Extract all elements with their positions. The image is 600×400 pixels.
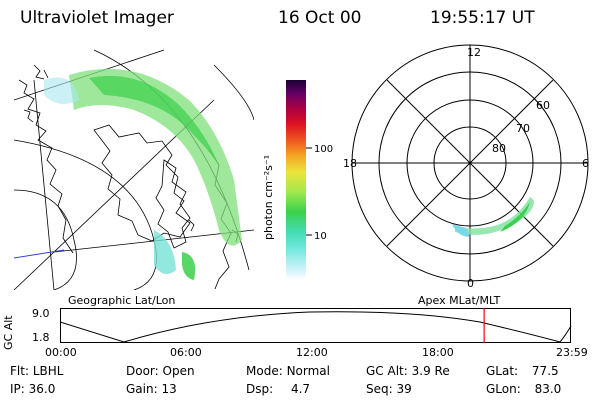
gc-alt-axis-title: GC Alt	[2, 315, 15, 350]
colorbar-tick: 10	[314, 231, 327, 242]
coastline	[93, 124, 191, 242]
mlt-label-0: 0	[467, 277, 474, 290]
x-tick: 12:00	[296, 346, 328, 359]
coastline	[155, 159, 191, 249]
map-grid-line	[14, 249, 65, 259]
mlt-label-12: 12	[467, 46, 481, 59]
info-gc-alt: GC Alt: 3.9 Re	[366, 364, 450, 378]
polar-plot: 12 18 6 0 60 70 80	[343, 44, 589, 290]
colorbar-tick: 100	[314, 144, 333, 155]
mlt-label-6: 6	[582, 157, 589, 170]
info-ip: IP: 36.0	[10, 382, 56, 396]
info-gain: Gain: 13	[126, 382, 177, 396]
x-tick: 00:00	[45, 346, 77, 359]
coastline	[23, 64, 239, 243]
colorbar	[286, 80, 306, 280]
map-lat-line	[14, 189, 77, 290]
mlat-label-70: 70	[516, 122, 530, 135]
polar-meridian	[386, 79, 554, 247]
aurora-emission	[44, 68, 242, 280]
colorbar-label: photon cm⁻²s⁻¹	[262, 154, 275, 240]
info-dsp: Dsp: 4.7	[246, 382, 311, 396]
info-seq: Seq: 39	[366, 382, 412, 396]
colorbar-axis: 100 10	[306, 144, 333, 242]
info-mode: Mode: Normal	[246, 364, 330, 378]
mlat-label-60: 60	[536, 99, 550, 112]
geographic-label: Geographic Lat/Lon	[68, 294, 176, 307]
y-tick: 9.0	[32, 307, 50, 320]
x-tick: 23:59	[556, 346, 588, 359]
mlt-label-18: 18	[343, 157, 357, 170]
info-door: Door: Open	[126, 364, 195, 378]
apex-label: Apex MLat/MLT	[418, 294, 501, 307]
x-tick: 06:00	[170, 346, 202, 359]
timeline-frame	[60, 308, 571, 343]
info-flt: Flt: LBHL	[10, 364, 64, 378]
info-glat: GLat: 77.5	[486, 364, 559, 378]
geographic-map	[14, 49, 254, 290]
altitude-curve	[60, 311, 572, 343]
map-lat-line	[213, 64, 254, 121]
altitude-timeline	[60, 308, 572, 343]
info-glon: GLon: 83.0	[486, 382, 562, 396]
mlat-label-80: 80	[492, 142, 506, 155]
coastline	[18, 79, 74, 254]
x-tick: 18:00	[422, 346, 454, 359]
polar-aurora	[452, 197, 534, 237]
time-label: 19:55:17 UT	[430, 8, 535, 28]
date-label: 16 Oct 00	[278, 8, 362, 28]
map-lat-line	[14, 139, 157, 290]
app-title: Ultraviolet Imager	[20, 8, 174, 28]
y-tick: 1.8	[32, 331, 50, 344]
